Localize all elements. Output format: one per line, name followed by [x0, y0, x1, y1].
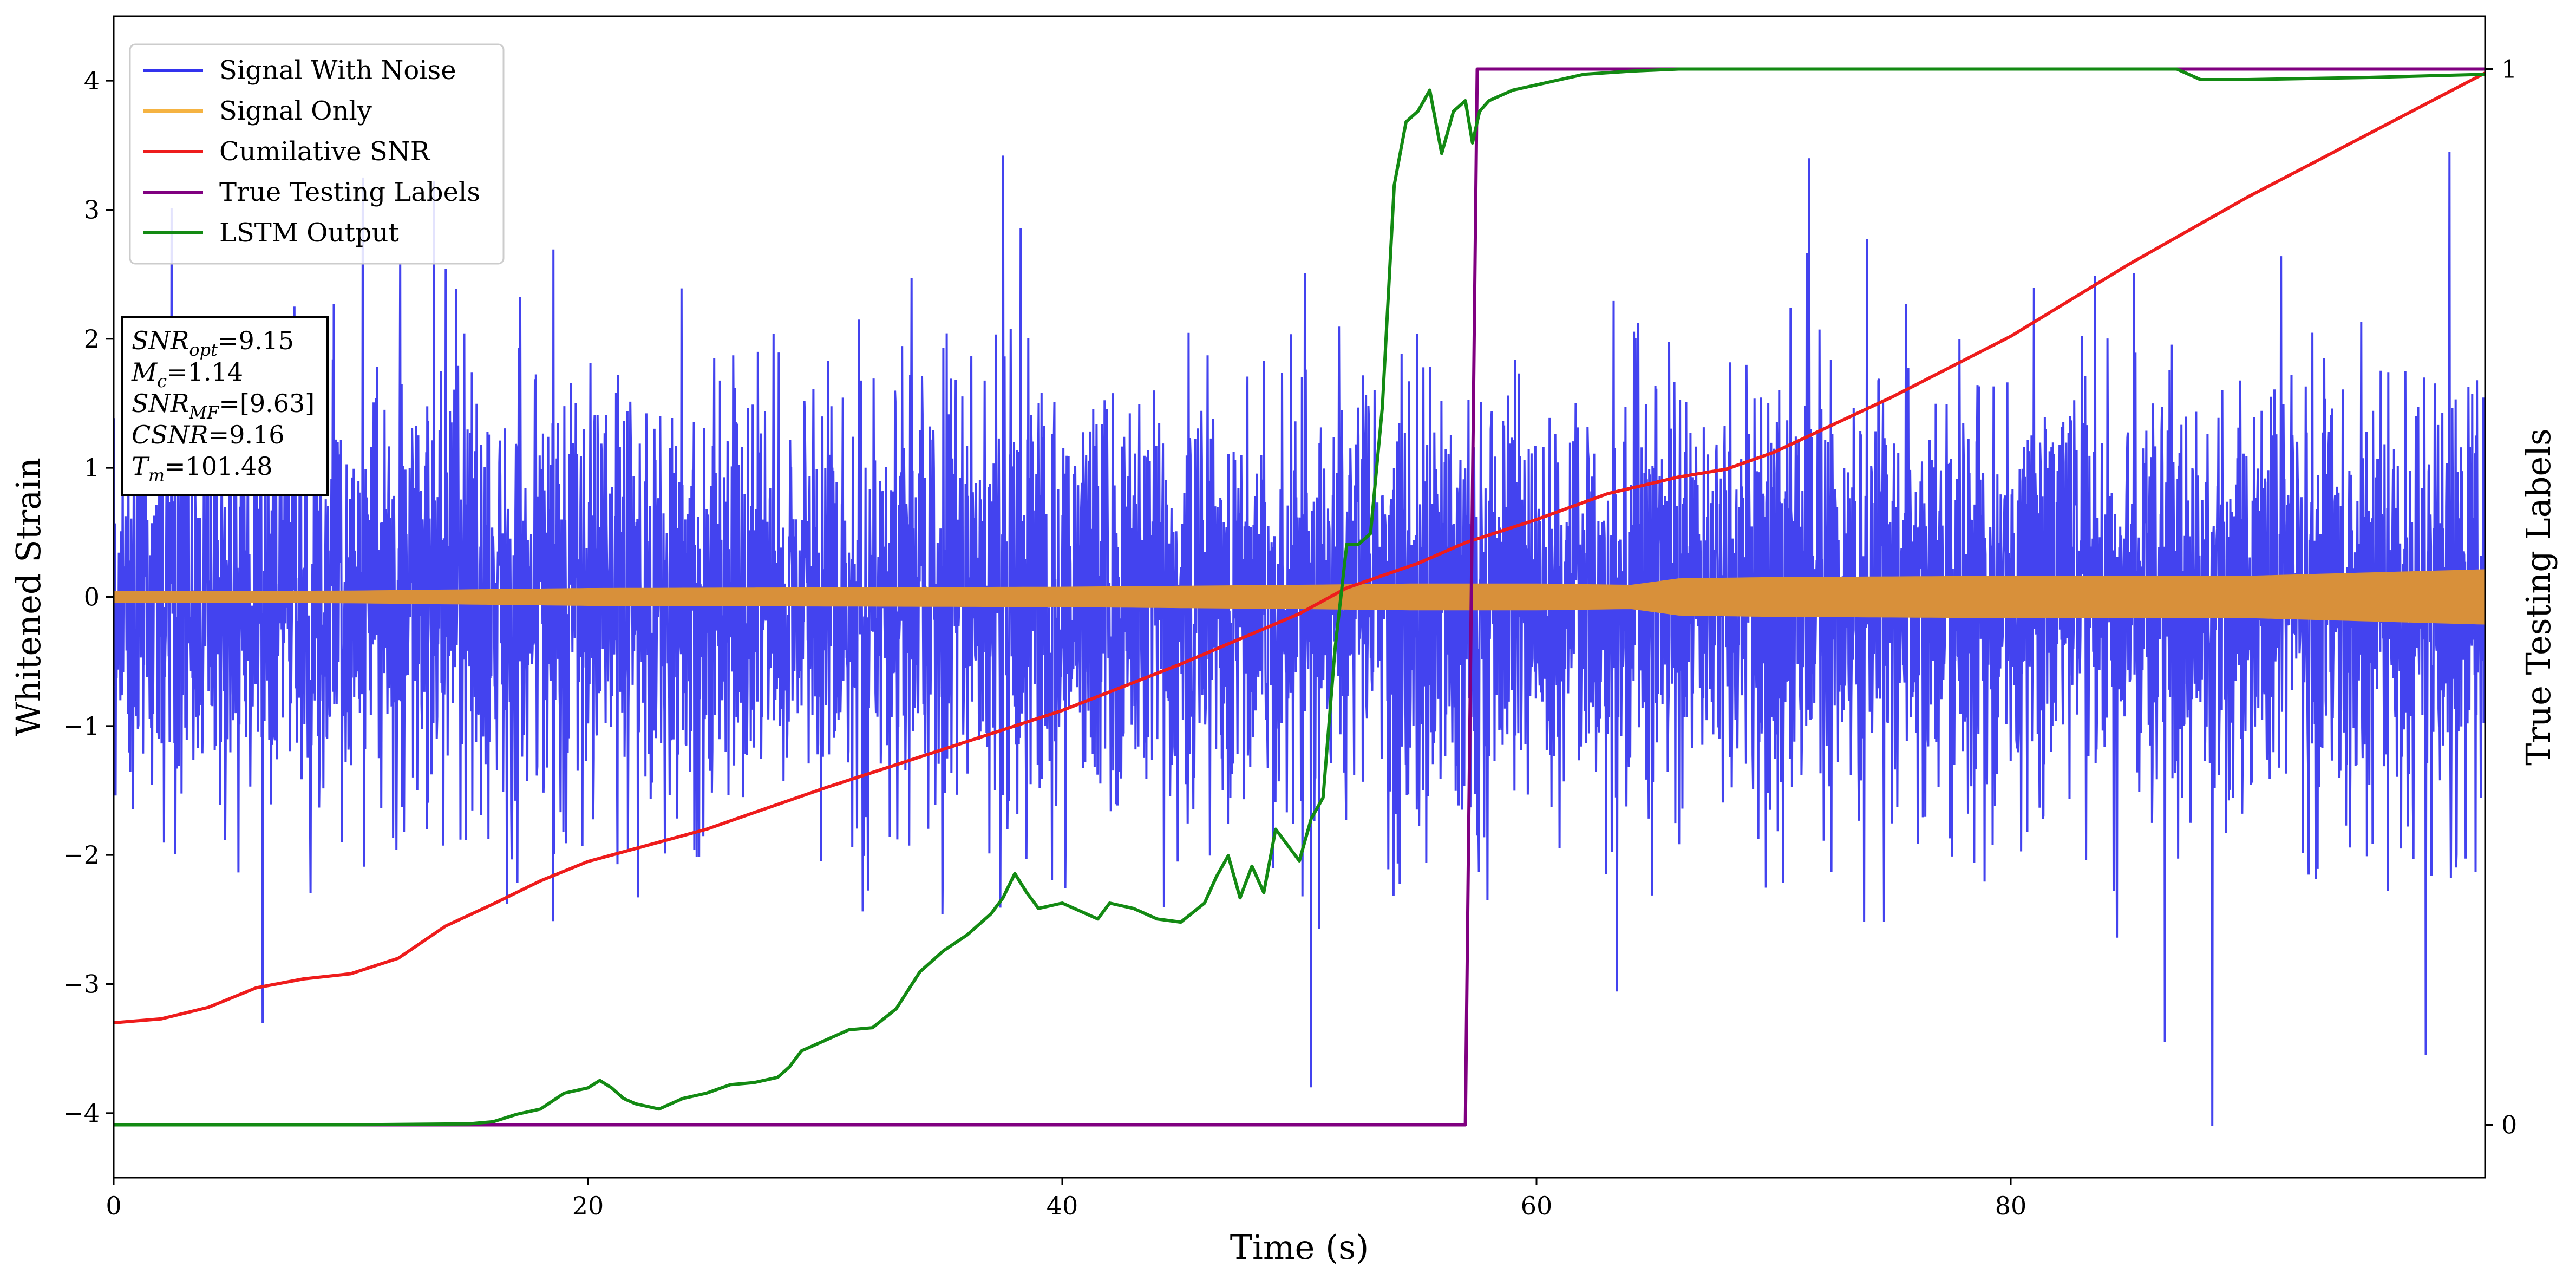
y-tick-label: 3	[84, 195, 100, 225]
y2-tick-label: 0	[2501, 1110, 2517, 1140]
legend-label: Signal Only	[219, 96, 372, 126]
y-tick-label: −2	[63, 840, 100, 870]
annotation-value: =9.15	[218, 326, 294, 355]
annotation-line: SNRopt=9.15	[132, 326, 294, 360]
y-tick-label: 0	[84, 583, 100, 612]
annotation-symbol: M	[131, 357, 158, 387]
legend-label: True Testing Labels	[219, 177, 480, 207]
annotation-frame	[121, 316, 329, 496]
y2-tick-label: 1	[2501, 55, 2517, 84]
legend-label: Cumilative SNR	[219, 136, 431, 167]
plot-area	[114, 67, 2485, 1127]
legend-box	[129, 43, 505, 265]
annotation-value: =1.14	[167, 357, 243, 387]
annotation-box: SNRopt=9.15Mc=1.14SNRMF=[9.63]CSNR=9.16T…	[121, 316, 329, 496]
annotation-value: =9.16	[208, 420, 285, 449]
annotation-symbol: SNR	[132, 389, 189, 418]
y-tick-label: 2	[84, 324, 100, 354]
y-tick-label: −1	[63, 711, 100, 741]
annotation-symbol: T	[132, 452, 150, 481]
x-axis-title: Time (s)	[1230, 1227, 1369, 1267]
x-tick-label: 20	[572, 1191, 604, 1220]
annotation-subscript: m	[148, 465, 165, 486]
y2-axis-title: True Testing Labels	[2519, 428, 2558, 766]
x-tick-label: 40	[1047, 1191, 1078, 1220]
annotation-line: Tm=101.48	[132, 452, 273, 486]
annotation-symbol: SNR	[132, 326, 189, 355]
y-tick-label: −4	[63, 1099, 100, 1128]
legend: Signal With Noise Signal Only Cumilative S…	[129, 43, 505, 265]
legend-label: LSTM Output	[219, 218, 399, 248]
x-tick-label: 0	[106, 1191, 121, 1220]
x-tick-label: 60	[1521, 1191, 1553, 1220]
series-signal-only	[114, 569, 2485, 625]
annotation-subscript: c	[157, 371, 167, 391]
x-tick-label: 80	[1995, 1191, 2027, 1220]
legend-label: Signal With Noise	[219, 55, 456, 86]
y-tick-label: 1	[84, 453, 100, 482]
annotation-value: =101.48	[165, 452, 273, 481]
y-tick-label: 4	[84, 66, 100, 95]
annotation-symbol: CSNR	[132, 420, 208, 449]
annotation-line: SNRMF=[9.63]	[132, 389, 315, 423]
series-lstm-output	[114, 67, 2485, 1127]
annotation-line: CSNR=9.16	[132, 420, 285, 449]
y-tick-label: −3	[63, 970, 100, 999]
annotation-value: =[9.63]	[219, 389, 315, 418]
annotation-line: Mc=1.14	[131, 357, 243, 391]
series-cumilative-snr	[114, 71, 2485, 1024]
y-axis-title: Whitened Strain	[9, 458, 48, 736]
annotation-subscript: opt	[189, 339, 218, 360]
annotation-subscript: MF	[188, 402, 220, 423]
